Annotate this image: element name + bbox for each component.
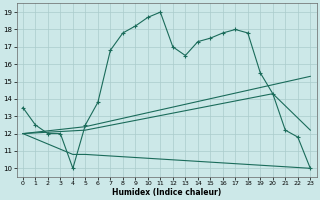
- X-axis label: Humidex (Indice chaleur): Humidex (Indice chaleur): [112, 188, 221, 197]
